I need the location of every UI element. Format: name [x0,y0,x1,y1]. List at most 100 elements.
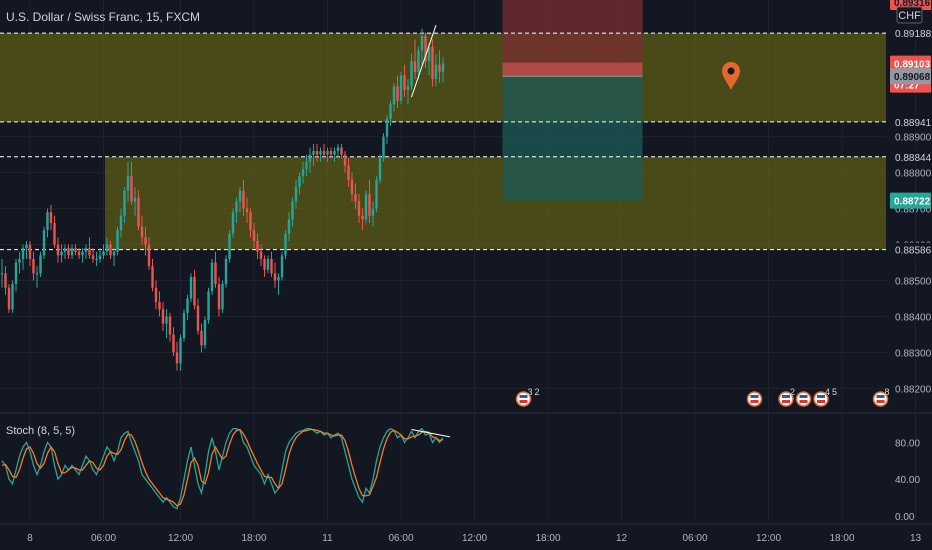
time-tick-label: 12 [616,533,628,544]
price-tick-label: 0.88200 [895,384,932,395]
candle-body [245,208,249,213]
candle-body [406,86,410,90]
candle-body [259,251,263,259]
candle-body [438,64,441,72]
candle-body [123,190,126,216]
candle-body [441,63,445,72]
candle-body [18,258,21,263]
candle-body [305,161,308,170]
candle-body [203,320,207,346]
time-tick-label: 18:00 [829,533,854,544]
stoch-k-line [1,427,444,510]
time-tick-label: 13 [910,533,922,544]
support-resistance-zones [0,33,886,250]
event-flag-canton [799,395,808,398]
level-label-bg [891,242,931,257]
candle-body [137,197,140,227]
trend-line-drawing[interactable] [411,25,437,98]
candle-body [413,61,417,72]
candle-body [60,251,63,256]
candle-body [431,46,434,80]
candle-body [109,244,112,256]
candle-body [354,194,357,202]
candle-body [158,302,161,310]
price-tick-label: 0.88500 [895,277,932,288]
candle-body [144,237,147,245]
candle-body [193,276,196,306]
candle-body [378,158,382,180]
candle-body [21,248,25,259]
candle-body [175,352,179,364]
level-label-bg [891,114,931,129]
pin-shape[interactable] [722,62,740,90]
candle-body [371,208,375,216]
candle-body [154,287,158,303]
trend-line[interactable] [411,25,437,98]
level-label-bg [891,149,931,164]
price-badge [890,68,931,85]
symbol-title[interactable]: U.S. Dollar / Swiss Franc, 15, FXCM [6,10,200,24]
event-flag-icon[interactable] [795,391,812,407]
candle-body [196,305,200,331]
location-pin-icon[interactable] [722,62,740,90]
candle-body [333,151,336,155]
candle-body [28,244,32,259]
event-flag-stripe [750,400,759,403]
event-flag-canton [817,395,825,398]
candle-body [301,169,305,177]
candle-body [308,154,312,162]
candle-body [130,176,133,202]
candle-body [270,258,273,274]
event-flag-stripe [817,400,825,403]
candle-body [347,165,350,180]
candle-body [287,219,291,234]
event-count-extra: 5 [832,387,837,397]
candle-body [434,64,438,80]
event-flag-stripe [519,400,528,403]
candle-body [67,248,70,256]
candle-body [70,248,74,256]
event-flag-icon[interactable] [746,391,763,407]
short-position-tool[interactable] [502,0,643,201]
candle-body [116,230,119,252]
candle-body [340,147,343,155]
candle-body [32,258,35,274]
event-flag-canton [876,395,885,398]
event-flag-canton [519,395,528,398]
candle-body [343,154,347,166]
price-badge-label: 0.89316 [894,0,931,9]
candle-body [151,266,154,288]
time-tick-label: 06:00 [388,533,413,544]
candle-body [179,338,182,364]
time-tick-label: 11 [322,533,333,544]
candle-body [112,251,116,256]
candle-body [420,35,424,51]
time-axis[interactable]: 8 06:00 12:00 18:00 11 06:00 12:00 18:00 12 06:00… [27,533,932,544]
candle-body [399,75,403,101]
stoch-tick-label: 0.00 [895,512,915,523]
price-tick-label: 0.88300 [895,348,932,359]
candle-body [200,330,203,346]
time-tick-label: 12:00 [462,533,487,544]
stochastic-pane: 80.00 40.00 0.00 [1,427,920,523]
candle-body [326,151,329,155]
candle-body [392,86,396,105]
candle-body [263,258,266,270]
candle-body [49,212,53,223]
candle-body [403,75,406,90]
candle-body [427,46,431,62]
currency-box[interactable] [896,6,923,24]
take-profit-area[interactable] [502,76,643,201]
candle-body [385,118,389,137]
candle-body [214,262,217,285]
candle-body [266,258,270,270]
candle-body [382,136,385,159]
candle-body [410,61,413,87]
candle-body [172,334,175,353]
stoch-divergence-line [411,429,451,438]
candle-body [298,176,301,188]
candle-body [228,233,231,259]
candle-body [133,197,137,202]
